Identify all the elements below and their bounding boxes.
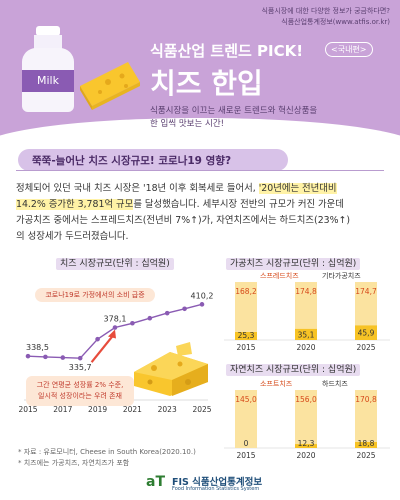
callout-bottom-line-1: 그간 연평균 성장률 2% 수준,: [36, 381, 124, 389]
processed-chart-title: 가공치즈 시장규모(단위 : 십억원): [226, 256, 361, 270]
title-desc-2: 한 입씩 맛보는 시간!: [150, 119, 225, 129]
page-title: 치즈 한입: [150, 67, 263, 100]
natural-x-tick-2025: 2025: [356, 451, 375, 460]
source-line-1: 식품시장에 대한 다양한 정보가 궁금하다면?: [261, 7, 390, 15]
data-point-2025: [199, 302, 205, 307]
natural-legend-a: 소프트치즈: [260, 379, 293, 388]
para-line-4: 의 성장세가 두드러졌습니다.: [16, 231, 129, 242]
processed-legend-b: 기타가공치즈: [322, 271, 361, 280]
x-tick-2023: 2023: [158, 405, 177, 414]
covid-callout: 코로나19로 가정에서의 소비 급증: [35, 288, 155, 302]
growth-arrowhead-icon: [108, 329, 116, 339]
natural-x-tick-2020: 2020: [296, 451, 315, 460]
domestic-badge: <국내편>: [325, 42, 373, 57]
x-tick-2015: 2015: [18, 405, 37, 414]
header-banner: 식품시장에 대한 다양한 정보가 궁금하다면? 식품산업통계정보(www.atf…: [0, 0, 400, 148]
natural-label-a-2015: 145,0: [235, 395, 257, 404]
natural-cheese-bar-chart: 소프트치즈 하드치즈 145,0 0 2015 156,0 12,3 2020 170,8 18,…: [224, 379, 390, 460]
cheese-block-icon: [134, 342, 208, 396]
milk-bottle-icon: Milk: [22, 26, 74, 112]
title-desc-1: 식품시장을 이끄는 새로운 트렌드와 혁신상품을: [150, 106, 318, 116]
scope-note: * 치즈에는 가공치즈, 자연치즈가 포함: [18, 459, 130, 467]
source-note: * 자료 : 유로모니터, Cheese in South Korea(2020…: [18, 448, 196, 456]
processed-label-b-2025: 45,9: [358, 329, 375, 338]
natural-x-tick-2015: 2015: [236, 451, 255, 460]
fis-logo-en: Food Information Statistics System: [172, 486, 260, 492]
x-tick-2021: 2021: [123, 405, 142, 414]
natural-label-b-2020: 12,3: [298, 439, 315, 448]
processed-bar-b-2015: [235, 331, 257, 340]
processed-x-tick-2015: 2015: [236, 343, 255, 352]
data-label-2020: 378,1: [104, 315, 127, 324]
natural-bar-b-2025: [355, 441, 377, 448]
processed-cheese-bar-chart: 스프레드치즈 기타가공치즈 168,2 25,3 2015 174,8 35,1 2020 17…: [224, 271, 390, 352]
market-size-line-chart: 338,5 335,7 378,1 410,2 2015 2017 2019 2021 2023…: [18, 291, 214, 414]
x-tick-2025: 2025: [192, 405, 211, 414]
fis-logo-ko: FIS 식품산업통계정보: [172, 477, 263, 488]
processed-bar-a-2025: [355, 282, 377, 326]
processed-label-b-2020: 35,1: [298, 330, 315, 339]
para-line-3: 가공치즈 중에서는 스프레드치즈(전년비 7%↑)가, 자연치즈에서는 하드치즈…: [16, 215, 351, 226]
para-text-1: 정체되어 있던 국내 치즈 시장은 '18년 이후 회복세로 들어서,: [16, 183, 259, 194]
data-label-2015: 338,5: [26, 343, 49, 352]
callout-bottom-line-2: 일시적 성장이라는 우려 존재: [38, 392, 122, 400]
processed-label-a-2015: 168,2: [235, 287, 257, 296]
data-point-2015: [25, 353, 31, 359]
growth-arrow-icon: [90, 334, 114, 363]
growth-concern-callout: 그간 연평균 성장률 2% 수준, 일시적 성장이라는 우려 존재: [26, 376, 134, 406]
para-highlight-1: '20년에는 전년대비: [258, 183, 337, 194]
processed-bar-b-2020: [295, 328, 317, 340]
para-highlight-2: 14.2% 증가한 3,781억 규모: [16, 199, 134, 210]
data-point-2021: [130, 320, 135, 326]
section-heading: 쭉쭉-늘어난 치즈 시장규모! 코로나19 영향?: [18, 149, 288, 171]
data-point-2019: [95, 336, 100, 342]
title-kicker: 식품산업 트렌드 PICK!: [150, 42, 304, 60]
para-line-2: 14.2% 증가한 3,781억 규모를 달성했습니다. 세부시장 전반의 규모…: [16, 198, 388, 211]
line-chart-title: 치즈 시장규모(단위 : 십억원): [56, 256, 174, 270]
data-point-2018: [77, 355, 83, 361]
data-label-2018: 335,7: [69, 363, 92, 372]
data-point-2023: [164, 310, 170, 316]
para-text-2: 를 달성했습니다. 세부시장 전반의 규모가 커진 가운데: [133, 199, 344, 210]
section-divider: [16, 170, 384, 171]
processed-label-a-2020: 174,8: [295, 287, 317, 296]
line-chart-title-text: 치즈 시장규모(단위 : 십억원): [56, 258, 174, 270]
natural-chart-title-text: 자연치즈 시장규모(단위 : 십억원): [226, 364, 361, 376]
data-point-2016: [43, 354, 48, 360]
x-tick-2019: 2019: [88, 405, 107, 414]
data-point-2017: [60, 355, 66, 360]
processed-bar-a-2020: [295, 282, 317, 329]
data-point-2024: [182, 306, 187, 312]
natural-label-b-2015: 0: [244, 439, 249, 448]
natural-legend-b: 하드치즈: [322, 379, 348, 388]
processed-label-b-2015: 25,3: [238, 331, 255, 340]
natural-label-b-2025: 18,8: [358, 439, 375, 448]
data-label-2025: 410,2: [191, 291, 214, 300]
natural-chart-title: 자연치즈 시장규모(단위 : 십억원): [226, 362, 361, 376]
data-point-2022: [147, 315, 153, 321]
x-tick-2017: 2017: [53, 405, 72, 414]
natural-bar-a-2020: [295, 390, 317, 445]
source-link[interactable]: 식품산업통계정보(www.atfis.or.kr): [281, 18, 390, 26]
processed-chart-title-text: 가공치즈 시장규모(단위 : 십억원): [226, 258, 361, 270]
processed-label-a-2025: 174,7: [355, 287, 377, 296]
footer-logo: aT FIS 식품산업통계정보 Food Information Statist…: [0, 470, 400, 500]
cheese-wedge-icon: [80, 62, 140, 110]
natural-label-a-2025: 170,8: [355, 395, 377, 404]
data-point-2020: [112, 325, 118, 330]
natural-label-a-2020: 156,0: [295, 395, 317, 404]
at-logo-icon: aT: [146, 474, 165, 490]
natural-bar-a-2025: [355, 390, 377, 442]
processed-bar-a-2015: [235, 282, 257, 332]
processed-legend-a: 스프레드치즈: [260, 271, 299, 280]
natural-bar-a-2015: [235, 390, 257, 448]
natural-bar-b-2020: [295, 444, 317, 448]
processed-x-tick-2025: 2025: [356, 343, 375, 352]
processed-bar-b-2025: [355, 325, 377, 340]
section-heading-text: 쭉쭉-늘어난 치즈 시장규모! 코로나19 영향?: [32, 155, 232, 167]
processed-x-tick-2020: 2020: [296, 343, 315, 352]
milk-label: Milk: [22, 70, 74, 92]
para-line-1: 정체되어 있던 국내 치즈 시장은 '18년 이후 회복세로 들어서, '20년…: [16, 182, 388, 195]
